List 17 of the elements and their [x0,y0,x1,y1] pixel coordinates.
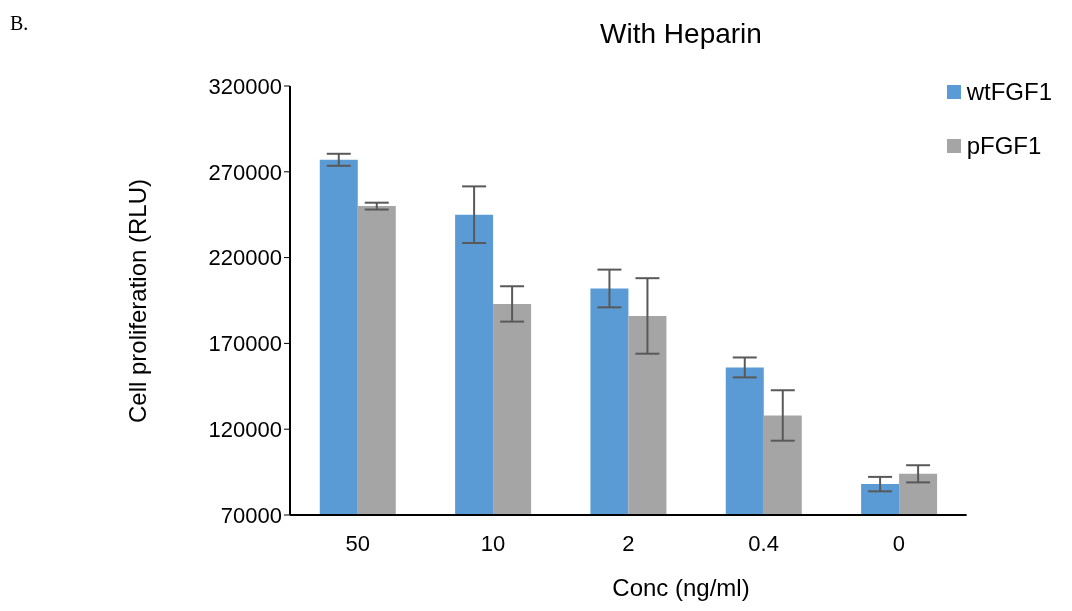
y-tick-label: 320000 [208,73,282,99]
y-tick-label: 120000 [208,417,282,443]
x-tick-label: 50 [345,530,370,556]
x-tick-label: 10 [480,530,506,556]
x-tick-label: 2 [622,530,635,556]
y-tick-label: 270000 [208,159,282,185]
legend-label: pFGF1 [966,132,1042,160]
x-axis-title: Conc (ng/ml) [611,574,751,602]
chart-title: With Heparin [599,18,763,50]
legend-label: wtFGF1 [966,78,1052,106]
y-tick-label: 220000 [208,245,282,271]
x-tick-label: 0.4 [748,530,779,556]
y-tick-label: 170000 [208,331,282,357]
text: B. [10,12,29,35]
y-tick-label: 70000 [220,502,282,528]
x-tick-label: 0 [892,530,906,556]
y-axis-title: Cell proliferation (RLU) [124,178,152,424]
